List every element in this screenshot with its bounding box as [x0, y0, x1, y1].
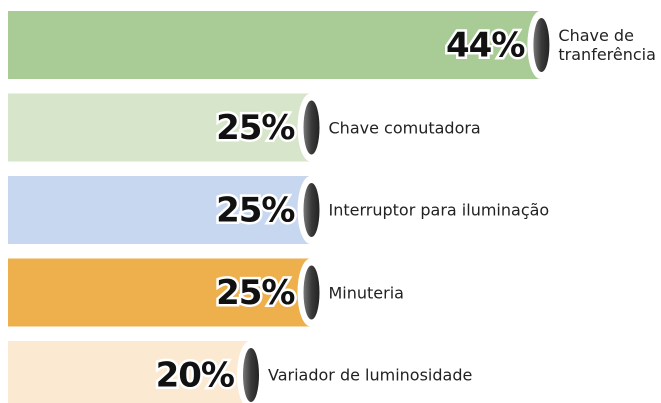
value-label: 44%: [446, 26, 524, 66]
value-label: 20%: [156, 356, 234, 396]
bar: [8, 341, 250, 403]
bar-cap: [303, 265, 320, 320]
value-label: 25%: [216, 273, 294, 313]
bar-cap: [303, 183, 320, 237]
value-label: 25%: [216, 108, 294, 148]
category-label: Variador de luminosidade: [268, 365, 473, 385]
category-label: Minuteria: [328, 283, 404, 302]
bar-cap: [533, 18, 550, 72]
bar: [8, 258, 311, 327]
bar-cap: [303, 100, 320, 155]
bar: [8, 11, 541, 79]
category-label: Chave de tranferência: [558, 26, 656, 64]
category-label: Interruptor para iluminação: [328, 200, 550, 220]
bar: [8, 93, 311, 162]
bar-cap: [243, 348, 259, 402]
category-label: Chave comutadora: [328, 118, 481, 137]
bar: [8, 176, 311, 244]
value-label: 25%: [216, 191, 294, 231]
